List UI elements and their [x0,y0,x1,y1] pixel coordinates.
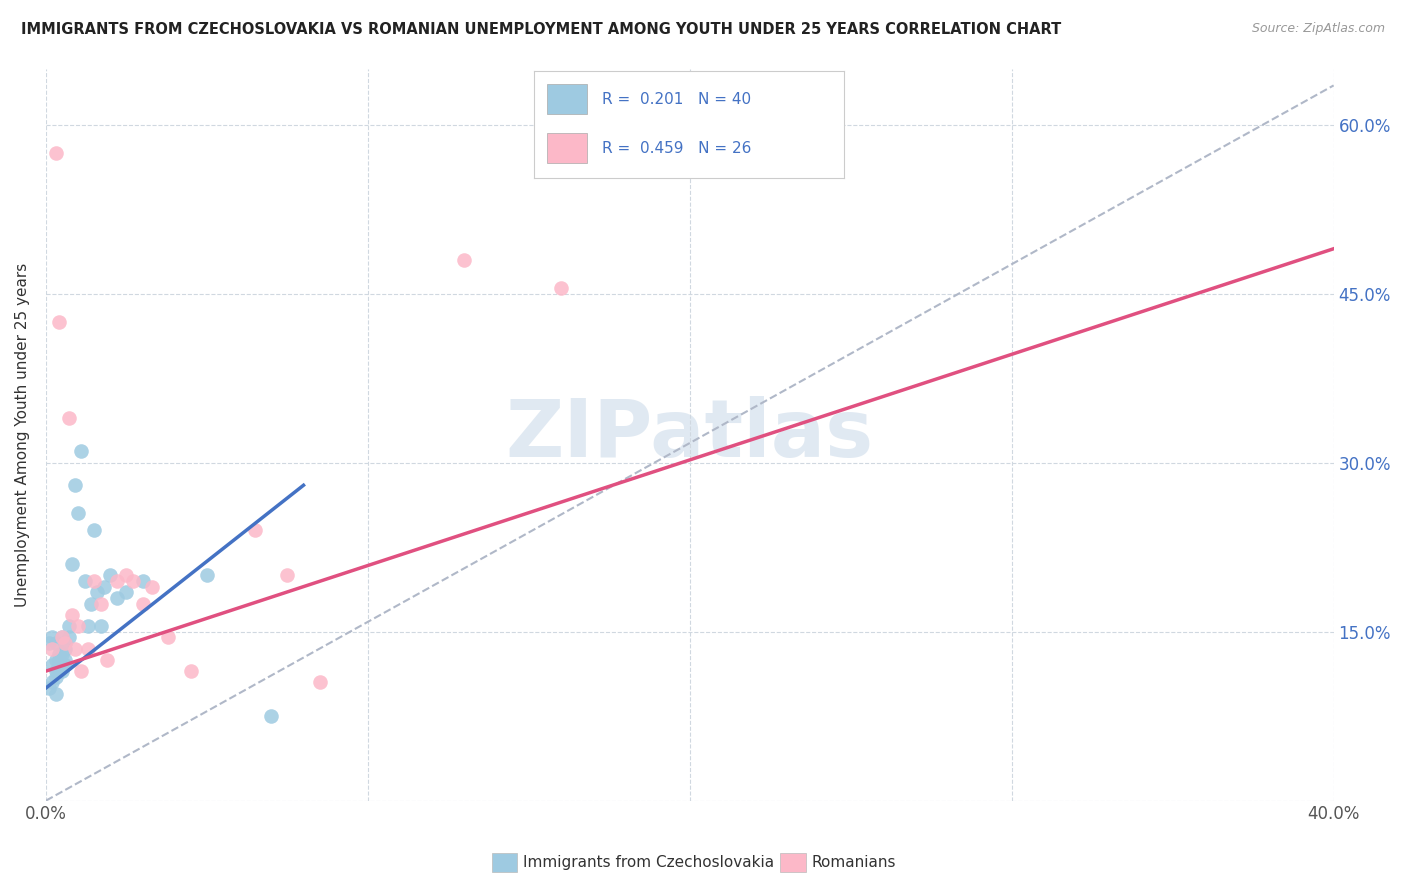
Point [73,574,96,588]
Point [70,444,93,458]
Point [38,681,60,695]
Point [48,658,70,673]
Point [63,641,86,656]
Point [58,619,80,633]
Point [41,630,63,644]
Point [195,568,218,582]
Point [453,252,475,267]
Point [53,658,76,673]
Point [80,597,103,611]
Point [67,619,90,633]
Point [83,524,105,538]
Point [58,630,80,644]
Point [53,641,76,656]
Y-axis label: Unemployment Among Youth under 25 years: Unemployment Among Youth under 25 years [15,262,30,607]
Text: ZIPatlas: ZIPatlas [506,395,875,474]
Point [276,568,298,582]
Point [105,591,128,605]
Point [96,653,118,667]
Text: Source: ZipAtlas.com: Source: ZipAtlas.com [1251,22,1385,36]
Point [41,675,63,690]
FancyBboxPatch shape [547,84,586,114]
Point [60,557,83,571]
Point [45,687,67,701]
Point [51,630,73,644]
Point [45,653,67,667]
Point [83,574,105,588]
Point [245,524,267,538]
Point [48,315,70,329]
Point [141,580,163,594]
Point [90,619,112,633]
Point [45,670,67,684]
Text: R =  0.459   N = 26: R = 0.459 N = 26 [602,141,752,156]
Point [45,664,67,678]
Point [115,585,138,599]
Point [60,607,83,622]
Text: IMMIGRANTS FROM CZECHOSLOVAKIA VS ROMANIAN UNEMPLOYMENT AMONG YOUTH UNDER 25 YEA: IMMIGRANTS FROM CZECHOSLOVAKIA VS ROMANI… [21,22,1062,37]
Point [67,507,90,521]
Point [48,653,70,667]
Point [41,658,63,673]
Point [48,664,70,678]
Text: Romanians: Romanians [811,855,896,870]
Point [115,568,138,582]
Point [76,619,98,633]
Point [157,630,180,644]
Point [98,568,121,582]
Point [38,636,60,650]
Point [48,647,70,661]
Point [51,630,73,644]
Point [260,709,283,723]
Point [41,641,63,656]
Point [105,574,128,588]
Point [45,146,67,161]
Point [51,647,73,661]
Point [53,636,76,650]
Point [90,597,112,611]
Point [53,636,76,650]
Point [93,580,115,594]
Point [63,478,86,492]
FancyBboxPatch shape [547,134,586,163]
Point [131,574,153,588]
Point [131,597,153,611]
Text: R =  0.201   N = 40: R = 0.201 N = 40 [602,92,751,107]
Point [550,281,572,295]
Point [45,636,67,650]
Point [76,641,98,656]
Text: Immigrants from Czechoslovakia: Immigrants from Czechoslovakia [523,855,775,870]
Point [180,664,202,678]
Point [53,653,76,667]
Point [122,574,145,588]
Point [51,664,73,678]
Point [58,410,80,425]
Point [70,664,93,678]
Point [308,675,330,690]
Point [86,585,108,599]
